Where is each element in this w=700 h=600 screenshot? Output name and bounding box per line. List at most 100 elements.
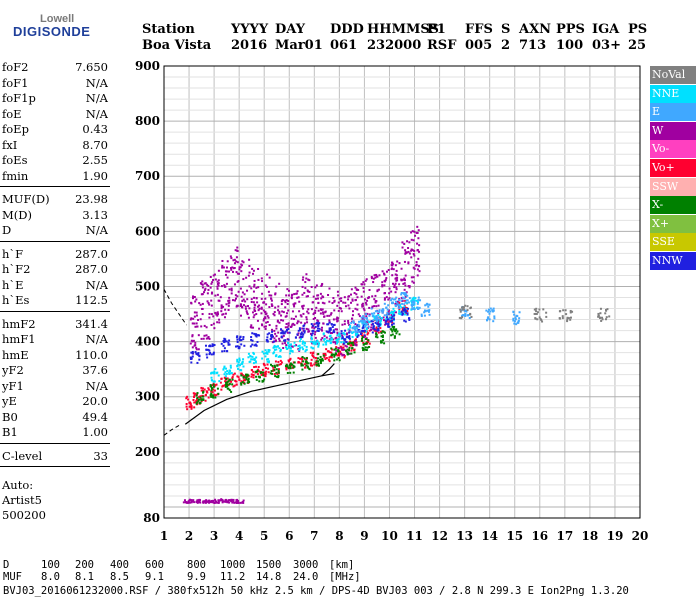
data-point (202, 337, 205, 340)
data-point (332, 341, 335, 344)
data-point (400, 310, 403, 313)
data-point (195, 394, 198, 397)
data-point (370, 312, 373, 315)
data-point (335, 339, 338, 342)
data-point (190, 499, 193, 502)
data-point (214, 384, 217, 387)
data-point (348, 337, 351, 340)
data-point (294, 315, 297, 318)
data-point (273, 351, 276, 354)
data-point (258, 370, 261, 373)
data-point (353, 351, 356, 354)
data-point (540, 318, 543, 321)
data-point (400, 306, 403, 309)
data-point (381, 281, 384, 284)
data-point (246, 311, 249, 314)
data-point (428, 303, 431, 306)
data-point (355, 326, 358, 329)
data-point (347, 321, 350, 324)
data-point (266, 352, 269, 355)
data-point (427, 305, 430, 308)
data-point (182, 501, 185, 504)
data-point (394, 291, 397, 294)
param-name: hmF1 (2, 332, 36, 346)
data-point (263, 301, 266, 304)
param-name: B0 (2, 409, 18, 424)
data-point (378, 274, 381, 277)
x-tick-label: 8 (335, 529, 343, 543)
data-point (335, 358, 338, 361)
data-point (253, 332, 256, 335)
data-point (368, 313, 371, 316)
data-point (186, 395, 189, 398)
data-point (277, 360, 280, 363)
data-point (213, 370, 216, 373)
data-point (297, 329, 300, 332)
data-point (214, 500, 217, 503)
data-point (185, 405, 188, 408)
data-point (278, 363, 281, 366)
data-point (394, 304, 397, 307)
y-tick-label: 800 (135, 114, 160, 128)
data-point (569, 318, 572, 321)
data-point (264, 355, 267, 358)
data-point (326, 323, 329, 326)
data-point (416, 306, 419, 309)
data-point (314, 343, 317, 346)
data-point (567, 317, 570, 320)
data-point (240, 372, 243, 375)
data-point (225, 270, 228, 273)
data-point (376, 317, 379, 320)
data-point (202, 390, 205, 393)
data-point (373, 274, 376, 277)
param-name: h`Es (2, 293, 30, 307)
x-tick-label: 3 (210, 529, 218, 543)
data-point (390, 323, 393, 326)
data-point (363, 321, 366, 324)
data-point (240, 362, 243, 365)
param-row-fof1p: foF1p N/A (0, 91, 110, 107)
data-point (321, 336, 324, 339)
data-point (212, 501, 215, 504)
data-point (297, 345, 300, 348)
data-point (608, 315, 611, 318)
data-point (238, 378, 241, 381)
data-point (213, 327, 216, 330)
data-point (332, 323, 335, 326)
data-point (401, 246, 404, 249)
auto-line-2: 500200 (2, 508, 46, 522)
data-point (403, 293, 406, 296)
data-point (201, 283, 204, 286)
data-point (276, 364, 279, 367)
data-point (198, 354, 201, 357)
data-point (284, 365, 287, 368)
data-point (284, 301, 287, 304)
data-point (466, 314, 469, 317)
data-point (256, 305, 259, 308)
data-point (545, 315, 548, 318)
data-point (361, 339, 364, 342)
data-point (292, 366, 295, 369)
data-point (407, 247, 410, 250)
data-point (284, 346, 287, 349)
data-point (245, 376, 248, 379)
data-point (391, 313, 394, 316)
data-point (331, 348, 334, 351)
data-point (423, 311, 426, 314)
data-point (251, 339, 254, 342)
parameter-panel: foF2 7.650 foF1 N/A foF1p N/A foE N/A foEp 0.43 fx… (0, 60, 110, 523)
data-point (493, 315, 496, 318)
data-point (210, 304, 213, 307)
footer-distance-value: 400 (110, 559, 129, 571)
data-point (272, 340, 275, 343)
data-point (315, 322, 318, 325)
data-point (242, 379, 245, 382)
data-point (402, 282, 405, 285)
data-point (237, 376, 240, 379)
data-point (275, 285, 278, 288)
data-point (267, 316, 270, 319)
data-point (535, 312, 538, 315)
data-point (379, 323, 382, 326)
data-point (304, 287, 307, 290)
data-point (215, 313, 218, 316)
